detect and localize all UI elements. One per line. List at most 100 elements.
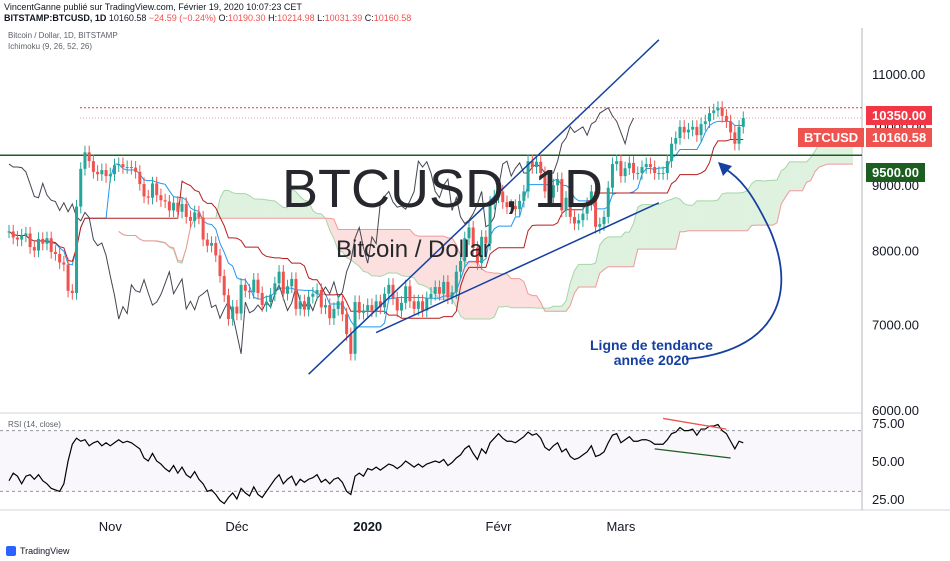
candle-body bbox=[159, 195, 163, 201]
candle-body bbox=[551, 185, 555, 198]
candle-body bbox=[585, 204, 589, 214]
ichimoku-cloud-segment bbox=[338, 229, 343, 252]
price-tick-label: 8000.00 bbox=[872, 244, 919, 259]
candle-body bbox=[134, 167, 138, 172]
candle-body bbox=[374, 301, 378, 311]
candle-body bbox=[146, 196, 150, 198]
time-tick-label: 2020 bbox=[353, 519, 382, 534]
annotation-arrow bbox=[685, 167, 783, 360]
ichimoku-cloud-segment bbox=[481, 268, 486, 320]
rsi-indicator-label[interactable]: RSI (14, close) bbox=[8, 420, 61, 429]
symbol-label: BITSTAMP:BTCUSD, 1D bbox=[4, 13, 107, 23]
close-value: 10160.58 bbox=[373, 13, 412, 23]
ichimoku-cloud-segment bbox=[578, 264, 583, 288]
ichimoku-cloud-segment bbox=[789, 161, 794, 191]
ichimoku-cloud-segment bbox=[418, 236, 423, 286]
candle-body bbox=[741, 118, 745, 127]
candle-body bbox=[501, 191, 505, 203]
candle-body bbox=[45, 238, 49, 244]
ichimoku-cloud-segment bbox=[739, 192, 744, 231]
annotation-arrowhead bbox=[718, 162, 732, 176]
candle-body bbox=[606, 187, 610, 217]
candle-body bbox=[172, 202, 176, 211]
time-tick-label: Déc bbox=[225, 519, 249, 534]
ichimoku-cloud-segment bbox=[726, 192, 731, 231]
candle-body bbox=[632, 162, 636, 174]
candle-body bbox=[138, 171, 142, 185]
candle-body bbox=[336, 301, 340, 309]
candle-body bbox=[28, 233, 32, 248]
ichimoku-cloud-segment bbox=[679, 199, 685, 232]
ichimoku-cloud-segment bbox=[705, 200, 710, 231]
ichimoku-cloud-segment bbox=[717, 193, 723, 231]
ichimoku-cloud-segment bbox=[523, 281, 529, 308]
open-label: O: bbox=[218, 13, 229, 23]
candle-body bbox=[222, 276, 226, 296]
candle-body bbox=[307, 296, 311, 310]
candle-body bbox=[602, 216, 606, 225]
ichimoku-cloud-segment bbox=[688, 205, 693, 231]
candle-body bbox=[615, 161, 619, 165]
candle-body bbox=[737, 126, 741, 144]
ichimoku-cloud-segment bbox=[658, 202, 664, 250]
ichimoku-cloud-segment bbox=[401, 229, 406, 277]
candle-body bbox=[733, 132, 737, 144]
ichimoku-cloud-segment bbox=[582, 264, 588, 288]
candle-body bbox=[661, 173, 665, 175]
ichimoku-cloud-segment bbox=[549, 306, 554, 312]
candle-body bbox=[708, 113, 712, 122]
ichimoku-cloud-segment bbox=[553, 306, 558, 312]
candle-body bbox=[349, 334, 353, 354]
candle-body bbox=[243, 284, 247, 291]
candle-body bbox=[433, 287, 437, 294]
ichimoku-indicator-label[interactable]: Ichimoku (9, 26, 52, 26) bbox=[8, 42, 93, 51]
candle-body bbox=[412, 301, 416, 309]
candle-body bbox=[298, 301, 302, 309]
candle-body bbox=[665, 161, 669, 174]
candle-body bbox=[480, 236, 484, 264]
ichimoku-cloud-segment bbox=[498, 273, 503, 307]
candle-body bbox=[96, 171, 100, 175]
ichimoku-cloud-segment bbox=[696, 200, 702, 231]
candle-body bbox=[49, 238, 53, 252]
candle-body bbox=[176, 202, 180, 212]
candle-body bbox=[231, 306, 235, 320]
candle-body bbox=[475, 247, 479, 264]
candle-body bbox=[484, 236, 488, 244]
ichimoku-cloud-segment bbox=[574, 264, 579, 293]
ichimoku-span-b bbox=[118, 163, 853, 312]
ichimoku-cloud-segment bbox=[798, 161, 803, 191]
ichimoku-cloud-segment bbox=[236, 193, 242, 219]
ichimoku-cloud-segment bbox=[397, 229, 402, 276]
candle-body bbox=[703, 121, 707, 125]
candle-body bbox=[450, 292, 454, 298]
candle-body bbox=[459, 261, 463, 272]
candle-body bbox=[421, 301, 425, 311]
candle-body bbox=[345, 314, 349, 335]
candle-body bbox=[509, 205, 513, 208]
ichimoku-cloud-segment bbox=[506, 273, 512, 308]
candle-body bbox=[83, 152, 87, 169]
candle-body bbox=[619, 161, 623, 177]
candle-body bbox=[378, 301, 382, 308]
ichimoku-cloud-segment bbox=[388, 229, 394, 274]
ichimoku-cloud-segment bbox=[528, 293, 533, 308]
price-tick-label: 11000.00 bbox=[872, 67, 925, 82]
ichimoku-cloud-segment bbox=[722, 192, 727, 231]
candle-body bbox=[125, 167, 129, 169]
ichimoku-cloud-segment bbox=[650, 204, 655, 250]
ichimoku-cloud-segment bbox=[815, 143, 820, 172]
ichimoku-cloud-segment bbox=[220, 190, 225, 219]
candle-body bbox=[129, 167, 133, 169]
ichimoku-cloud-segment bbox=[241, 193, 246, 219]
candle-body bbox=[113, 165, 116, 175]
candle-body bbox=[686, 129, 690, 133]
candle-body bbox=[594, 191, 598, 227]
tradingview-logo[interactable]: TradingView bbox=[6, 546, 70, 556]
price-tick-label: 7000.00 bbox=[872, 318, 919, 333]
candle-body bbox=[188, 216, 192, 221]
price-change: −24.59 (−0.24%) bbox=[148, 13, 216, 23]
ichimoku-cloud-segment bbox=[544, 308, 550, 312]
candle-body bbox=[294, 278, 298, 309]
